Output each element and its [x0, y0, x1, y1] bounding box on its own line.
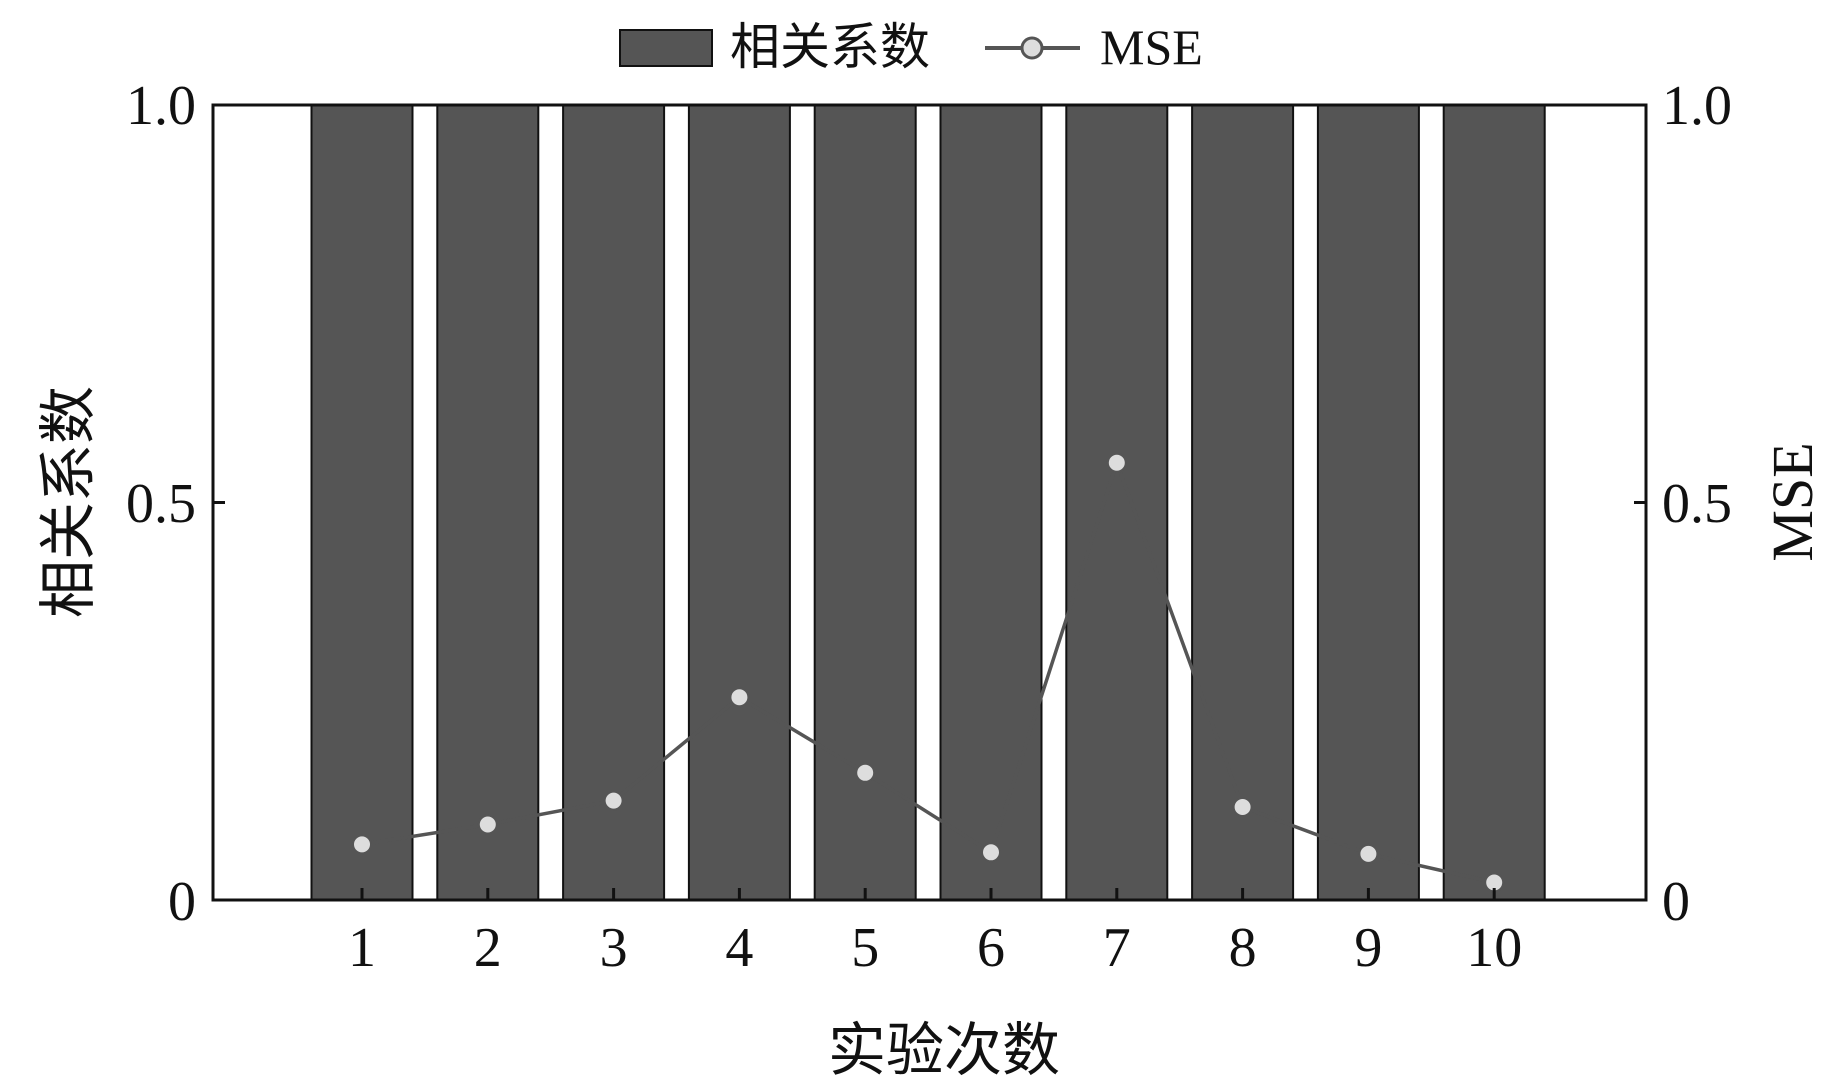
y-tick-label-2: 1.0: [126, 75, 196, 137]
legend-label-line: MSE: [1100, 19, 1203, 75]
bar-10: [1442, 104, 1546, 901]
mse-point-3: [603, 790, 624, 811]
y2-tick-label-0: 0: [1662, 871, 1690, 933]
x-tick-label-10: 10: [1466, 917, 1522, 979]
bar-1: [310, 104, 414, 901]
x-tick-label-1: 1: [348, 917, 376, 979]
bar-2: [436, 104, 540, 901]
x-tick-label-5: 5: [851, 917, 879, 979]
mse-point-2: [477, 814, 498, 835]
mse-line: [361, 457, 1495, 885]
y-tick-label-0: 0: [168, 871, 196, 933]
mse-point-7: [1106, 452, 1127, 473]
x-tick-label-2: 2: [474, 917, 502, 979]
x-tick-label-7: 7: [1103, 917, 1131, 979]
mse-point-1: [352, 834, 372, 855]
mse-point-4: [729, 687, 750, 708]
y2-axis-title: MSE: [1760, 442, 1825, 561]
y-tick-label-1: 0.5: [126, 473, 196, 535]
x-tick-label-8: 8: [1229, 917, 1257, 979]
bar-4: [687, 104, 791, 901]
mse-point-9: [1358, 843, 1379, 864]
x-tick-label-6: 6: [977, 917, 1005, 979]
mse-line-series: [361, 457, 1495, 885]
mse-point-5: [855, 762, 876, 783]
y2-tick-label-1: 0.5: [1662, 473, 1732, 535]
x-tick-label-3: 3: [600, 917, 628, 979]
bar-6: [939, 104, 1043, 901]
legend-swatch-marker: [1020, 36, 1044, 60]
legend: 相关系数 MSE: [619, 19, 1203, 75]
legend-swatch-bar: [619, 29, 713, 67]
x-tick-label-4: 4: [725, 917, 753, 979]
x-tick-label-9: 9: [1354, 917, 1382, 979]
y-axis-title: 相关系数: [36, 386, 101, 618]
bar-8: [1191, 104, 1295, 901]
x-tick-labels: 1 2 3 4 5 6 7 8 9 10: [348, 917, 1522, 979]
bar-9: [1316, 104, 1420, 901]
bar-3: [562, 104, 666, 901]
y2-tick-label-2: 1.0: [1662, 75, 1732, 137]
axis-ticks: [213, 103, 1646, 902]
mse-markers: [352, 452, 1505, 893]
mse-point-6: [981, 842, 1001, 863]
bar-7: [1065, 104, 1169, 901]
legend-label-bar: 相关系数: [730, 19, 930, 75]
x-axis-title: 实验次数: [828, 1018, 1060, 1083]
mse-point-8: [1232, 796, 1253, 817]
